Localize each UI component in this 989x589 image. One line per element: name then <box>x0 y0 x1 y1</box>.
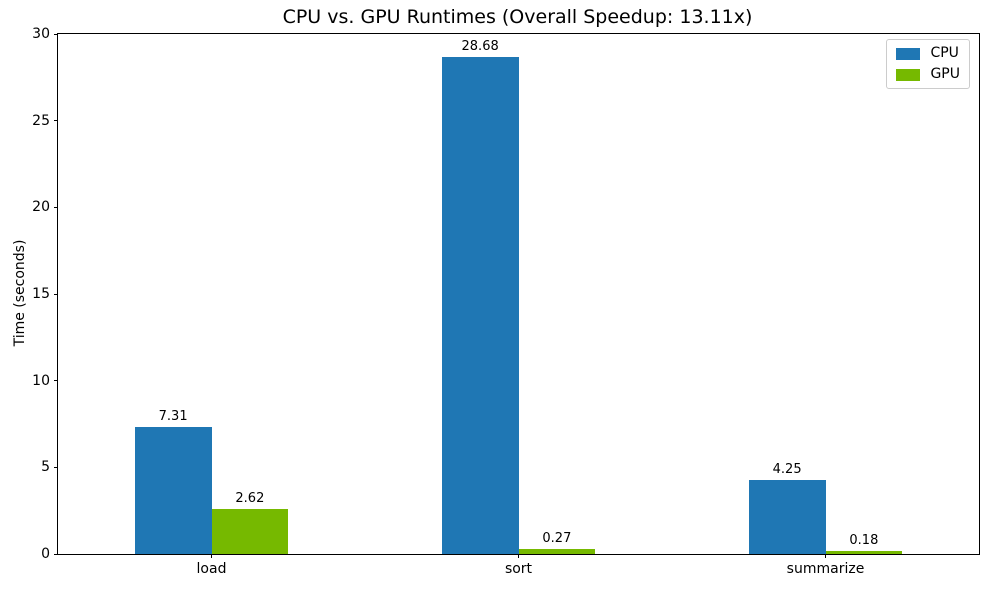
chart-title: CPU vs. GPU Runtimes (Overall Speedup: 1… <box>282 6 753 28</box>
bar-value-label: 2.62 <box>235 490 265 506</box>
legend-item: GPU <box>896 67 960 82</box>
bar-value-label: 28.68 <box>461 38 499 54</box>
bar-value-label: 0.27 <box>542 531 572 547</box>
legend-swatch-cpu <box>896 47 921 60</box>
y-tick-label: 10 <box>32 372 50 389</box>
y-tick-mark <box>54 293 58 295</box>
legend-label: GPU <box>930 66 960 82</box>
y-tick-mark <box>54 380 58 382</box>
legend-swatch-gpu <box>896 68 921 81</box>
x-tick-label: load <box>196 561 227 577</box>
bar-value-label: 7.31 <box>158 409 188 425</box>
legend: CPU GPU <box>886 39 970 89</box>
y-axis-label: Time (seconds) <box>12 239 28 347</box>
x-tick-mark <box>211 554 212 558</box>
y-tick-label: 30 <box>32 26 50 42</box>
y-tick-label: 15 <box>32 286 50 302</box>
bar-value-label: 4.25 <box>772 462 802 478</box>
bar-cpu-load <box>134 427 212 554</box>
y-tick-mark <box>54 120 58 122</box>
bar-value-label: 0.18 <box>849 532 879 548</box>
x-tick-mark <box>518 554 519 558</box>
bar-cpu-summarize <box>748 480 826 554</box>
bar-gpu-summarize <box>825 550 903 554</box>
bar-gpu-sort <box>518 549 596 554</box>
bar-cpu-sort <box>441 56 519 554</box>
y-tick-label: 25 <box>32 112 50 129</box>
y-tick-mark <box>54 466 58 468</box>
plot-area: load 7.31 2.62 sort 28.68 0.27 summarize 4.25 0.… <box>32 26 980 577</box>
bar-gpu-load <box>211 508 289 554</box>
x-tick-mark <box>825 554 826 558</box>
y-tick-mark <box>54 206 58 208</box>
y-tick-label: 5 <box>41 459 50 476</box>
y-tick-mark <box>54 33 58 35</box>
x-tick-label: summarize <box>786 561 865 577</box>
legend-label: CPU <box>930 45 959 61</box>
legend-item: CPU <box>896 46 960 61</box>
y-tick-mark <box>54 553 58 555</box>
y-tick-label: 0 <box>41 546 50 562</box>
x-tick-label: sort <box>504 561 533 577</box>
y-tick-label: 20 <box>32 199 50 216</box>
